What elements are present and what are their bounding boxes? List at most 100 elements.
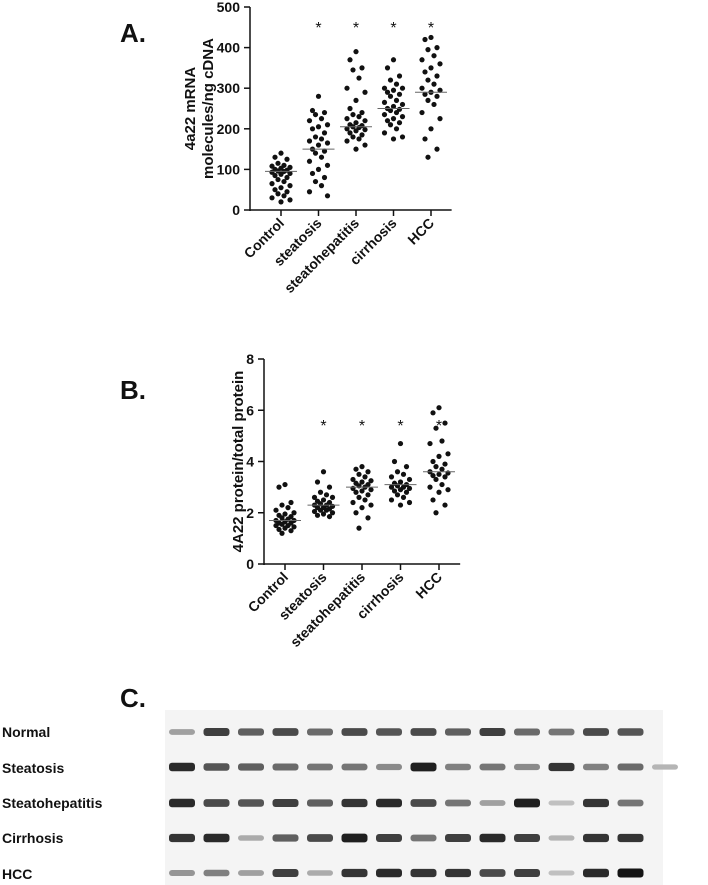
blot-band bbox=[652, 764, 678, 770]
chart-b-point bbox=[430, 458, 436, 465]
chart-b-point bbox=[320, 511, 327, 517]
chart-b-point bbox=[442, 461, 448, 467]
blot-band bbox=[479, 728, 506, 736]
chart-b-point bbox=[359, 505, 365, 511]
chart-b-point bbox=[403, 489, 410, 495]
blot-band bbox=[479, 800, 506, 806]
blot-band bbox=[307, 728, 333, 736]
blot-band bbox=[548, 762, 575, 772]
chart-b-point bbox=[394, 492, 401, 498]
chart-b-point bbox=[406, 476, 413, 483]
chart-b-point bbox=[323, 507, 330, 513]
chart-b-x-tick-label: HCC bbox=[412, 569, 445, 602]
chart-b-point bbox=[391, 488, 398, 494]
chart-b-point bbox=[311, 494, 318, 500]
chart-b-point bbox=[442, 502, 448, 508]
chart-a-y-tick-label: 300 bbox=[217, 80, 241, 96]
blot-band bbox=[169, 798, 195, 808]
chart-a-point bbox=[321, 174, 328, 181]
blot-label-cirrhosis: Cirrhosis bbox=[2, 830, 64, 846]
chart-b-point bbox=[439, 481, 445, 488]
chart-a-point bbox=[312, 111, 319, 118]
chart-a-point bbox=[275, 160, 281, 166]
chart-a-point bbox=[431, 53, 437, 59]
blot-label-hcc: HCC bbox=[2, 866, 33, 882]
chart-b-point bbox=[430, 497, 436, 503]
chart-a-point bbox=[396, 120, 403, 126]
chart-a-point bbox=[278, 199, 284, 205]
blot-band bbox=[514, 728, 540, 736]
blot-bands bbox=[165, 710, 678, 885]
chart-b-point bbox=[359, 479, 365, 485]
chart-b-point bbox=[291, 510, 297, 516]
blot-band bbox=[307, 870, 333, 876]
chart-b-point bbox=[288, 499, 294, 506]
chart-b-point bbox=[314, 479, 321, 485]
chart-b-point bbox=[433, 510, 439, 516]
chart-b-point bbox=[362, 474, 368, 480]
blot-band bbox=[272, 869, 299, 877]
chart-a-point bbox=[359, 132, 365, 138]
chart-a-point bbox=[318, 116, 325, 122]
chart-a-significance-star: * bbox=[390, 20, 396, 37]
blot-band bbox=[272, 834, 299, 842]
chart-b-point bbox=[282, 511, 288, 517]
chart-a-point bbox=[362, 118, 368, 124]
chart-a-point bbox=[390, 116, 397, 122]
chart-a-point bbox=[312, 178, 319, 185]
blot-band bbox=[583, 833, 609, 843]
chart-a-point bbox=[428, 65, 434, 71]
panel-c-letter: C. bbox=[120, 683, 146, 713]
chart-b-point bbox=[436, 405, 442, 411]
blot-band bbox=[169, 833, 195, 843]
chart-b-point bbox=[282, 481, 288, 488]
blot-band bbox=[479, 763, 506, 771]
blot-band bbox=[617, 833, 644, 843]
chart-b-point bbox=[356, 483, 362, 489]
panel-a-letter: A. bbox=[120, 18, 146, 48]
chart-b-point bbox=[397, 502, 404, 508]
chart-b-significance-star: * bbox=[359, 418, 365, 435]
chart-a-point bbox=[315, 93, 322, 99]
blot-band bbox=[479, 869, 506, 877]
chart-b-point bbox=[317, 507, 324, 513]
chart-a-y-tick-label: 0 bbox=[232, 202, 240, 218]
blot-band bbox=[617, 868, 644, 878]
blot-band bbox=[479, 833, 506, 843]
chart-b-point bbox=[279, 502, 285, 508]
chart-b-point bbox=[356, 525, 362, 531]
chart-b-point bbox=[353, 489, 359, 495]
chart-a-point bbox=[437, 61, 443, 67]
chart-b-point bbox=[368, 502, 374, 508]
chart-a-point bbox=[422, 136, 428, 142]
blot-band bbox=[238, 870, 264, 876]
chart-a-point bbox=[387, 77, 394, 83]
blot-band bbox=[203, 869, 230, 877]
chart-a-point bbox=[434, 73, 440, 79]
blot-band bbox=[341, 798, 368, 808]
blot-band bbox=[238, 763, 264, 771]
chart-a-point bbox=[393, 81, 400, 87]
chart-a-point bbox=[278, 171, 284, 177]
chart-a-point bbox=[344, 85, 350, 91]
chart-b-point bbox=[445, 487, 451, 493]
chart-a-point bbox=[272, 172, 278, 179]
blot-band bbox=[617, 763, 644, 771]
chart-a-point bbox=[344, 116, 350, 122]
chart-a-point bbox=[431, 81, 437, 87]
chart-a-point bbox=[281, 193, 287, 199]
chart-a-point bbox=[347, 57, 353, 63]
chart-b-point bbox=[320, 497, 327, 503]
blot-band bbox=[410, 799, 437, 807]
chart-a-point bbox=[359, 109, 365, 116]
chart-a-point bbox=[437, 116, 443, 122]
chart-b-point bbox=[350, 476, 356, 483]
chart-a-point bbox=[381, 130, 388, 136]
blot-band bbox=[410, 868, 437, 878]
chart-a-point bbox=[437, 87, 443, 93]
chart-a-mrna: 0 100 200 300 400 500 4a22 mRNAmolecules/ng cD… bbox=[182, 0, 452, 296]
chart-a-point bbox=[324, 122, 331, 128]
chart-a-point bbox=[309, 126, 316, 132]
blot-band bbox=[272, 799, 299, 807]
